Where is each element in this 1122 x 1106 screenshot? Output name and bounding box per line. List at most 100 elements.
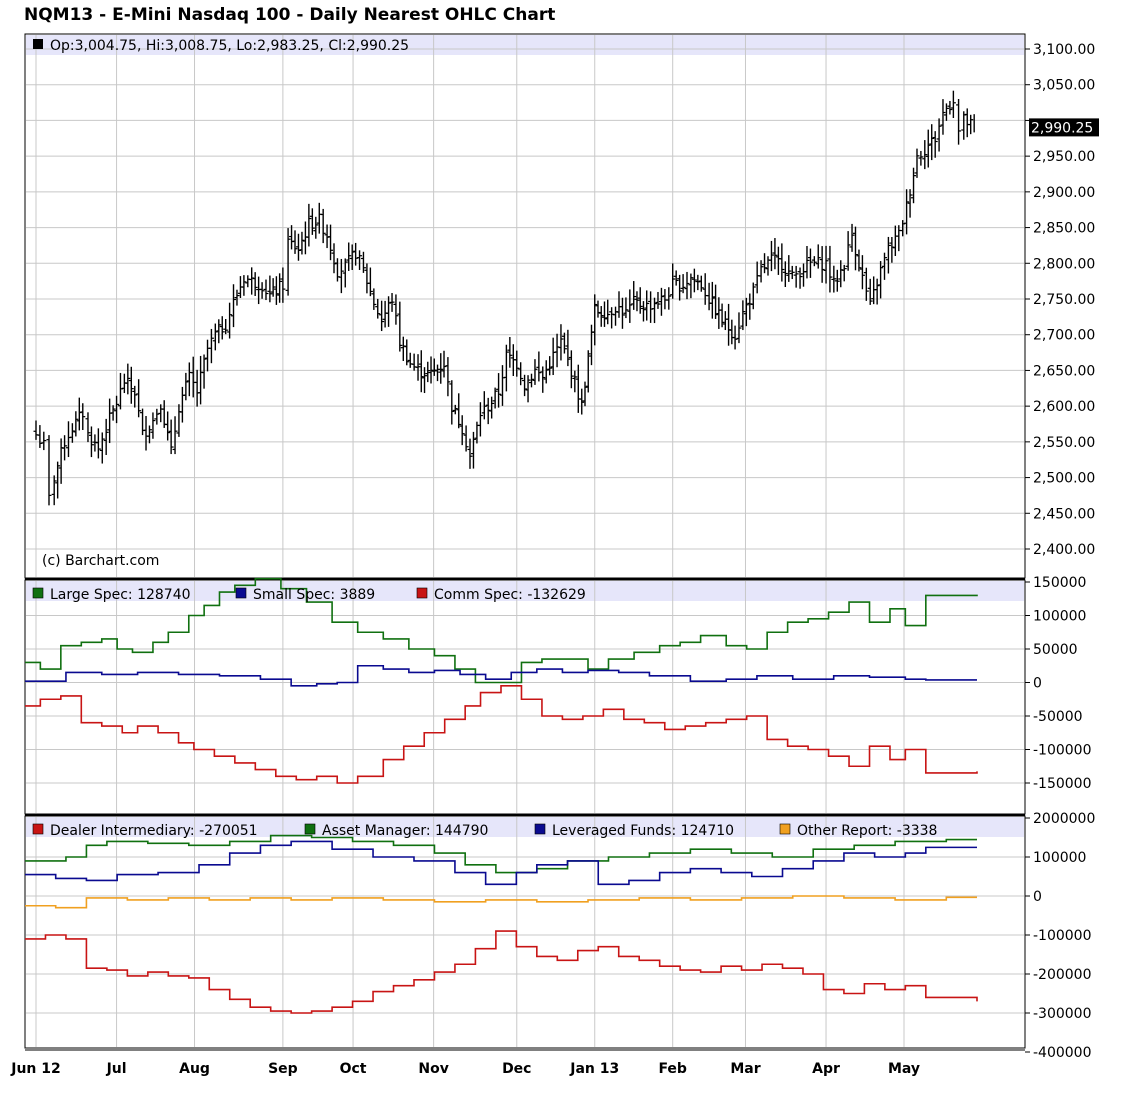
y-tick-label: -400000: [1033, 1045, 1092, 1061]
ohlc-bar: [882, 252, 888, 280]
x-tick-label: Jul: [106, 1061, 127, 1077]
ohlc-bar: [793, 265, 799, 288]
ohlc-bar: [357, 250, 363, 270]
ohlc-bar: [415, 354, 421, 381]
ohlc-bar: [736, 312, 742, 344]
ohlc-bar: [69, 423, 75, 443]
ohlc-bar: [831, 265, 837, 293]
ohlc-bar: [470, 431, 476, 469]
ohlc-bar: [125, 363, 131, 395]
ohlc-bar: [532, 359, 538, 385]
ohlc-bar: [331, 243, 337, 274]
ohlc-bar: [623, 297, 629, 319]
ohlc-bar: [522, 374, 528, 397]
ohlc-bar: [670, 263, 676, 299]
y-tick-label: -150000: [1033, 776, 1092, 792]
x-tick-label: Mar: [730, 1061, 760, 1077]
legend-band-2: [26, 581, 1024, 601]
ohlc-bar: [856, 249, 862, 272]
ohlc-bar: [547, 356, 553, 376]
ohlc-bar: [804, 245, 810, 279]
ohlc-bar: [360, 251, 366, 273]
ohlc-bar: [165, 411, 171, 441]
ohlc-bar: [404, 339, 410, 366]
ohlc-bar: [827, 245, 833, 293]
cot-legend-label: Comm Spec: -132629: [434, 587, 586, 603]
ohlc-bar: [428, 356, 434, 384]
ohlc-bar: [51, 475, 57, 506]
ohlc-bar: [393, 294, 399, 325]
disagg-legend-marker: [534, 823, 546, 835]
ohlc-bar: [719, 303, 725, 328]
ohlc-bar: [579, 388, 585, 415]
ohlc-bar: [492, 387, 498, 409]
disagg-legend-label: Leveraged Funds: 124710: [552, 823, 734, 839]
ohlc-bar: [386, 296, 392, 327]
ohlc-bar: [874, 278, 880, 305]
ohlc-bar: [878, 261, 884, 299]
ohlc-bar: [55, 461, 61, 499]
ohlc-bar: [598, 306, 604, 327]
ohlc-bar: [320, 208, 326, 244]
y-tick-label: 2,950.00: [1033, 149, 1095, 165]
y-tick-label: 100000: [1033, 609, 1086, 625]
cot-legend-marker: [32, 587, 44, 599]
panel-frame-3: [24, 815, 1026, 1049]
disagg-layer: [25, 834, 978, 1014]
ohlc-bar: [529, 373, 535, 388]
ohlc-bar: [80, 403, 86, 431]
ohlc-bar: [397, 301, 403, 352]
ohlc-bar: [168, 419, 174, 455]
legend-layer: Op:3,004.75, Hi:3,008.75, Lo:2,983.25, C…: [32, 38, 937, 839]
ohlc-bar: [779, 243, 785, 282]
ohlc-bar: [227, 302, 233, 339]
ohlc-bar: [644, 290, 650, 321]
x-tick-label: Nov: [418, 1061, 448, 1077]
ohlc-bar: [789, 265, 795, 280]
ohlc-bar: [695, 274, 701, 291]
ohlc-bar: [62, 435, 68, 461]
ohlc-bar: [267, 275, 273, 303]
x-tick-label: Apr: [812, 1061, 840, 1077]
ohlc-bar: [445, 357, 451, 397]
ohlc-bar: [852, 226, 858, 271]
disagg-series-asset-manager: [25, 834, 977, 874]
ohlc-bar: [46, 435, 52, 506]
y-tick-label: -100000: [1033, 743, 1092, 759]
grid-layer: [24, 33, 1026, 1049]
ohlc-bar: [219, 316, 225, 340]
ohlc-bar: [936, 118, 942, 152]
x-tick-label: Dec: [502, 1061, 531, 1077]
cot-series-comm-spec: [25, 685, 978, 784]
ohlc-bar: [518, 362, 524, 386]
ohlc-bar: [713, 284, 719, 319]
ohlc-bar: [572, 370, 578, 393]
ohlc-bar: [558, 324, 564, 361]
ohlc-bar: [940, 99, 946, 135]
ohlc-bar: [389, 293, 395, 312]
x-tick-label: Jun 12: [10, 1061, 61, 1077]
legend-band-1: [26, 35, 1024, 55]
ohlc-bar: [477, 402, 483, 437]
ohlc-bar: [743, 297, 749, 327]
last-price-label: 2,990.25: [1031, 120, 1093, 136]
disagg-legend-marker: [32, 823, 44, 835]
ohlc-bar: [673, 270, 679, 286]
ohlc-bar: [338, 258, 344, 294]
y-tick-label: 2,900.00: [1033, 185, 1095, 201]
ohlc-bar: [481, 391, 487, 420]
ohlc-bar: [885, 236, 891, 274]
ohlc-bar: [691, 268, 697, 293]
ohlc-bar: [263, 279, 269, 301]
ohlc-bar: [496, 373, 502, 408]
y-tick-label: 2,400.00: [1033, 542, 1095, 558]
ohlc-bar: [172, 416, 178, 455]
x-tick-label: Jan 13: [569, 1061, 619, 1077]
disagg-series-dealer-intermediary: [25, 930, 978, 1014]
ohlc-bar: [634, 291, 640, 312]
y-tick-label: 3,050.00: [1033, 78, 1095, 94]
ohlc-bar: [295, 233, 301, 261]
ohlc-bar: [95, 428, 101, 459]
y-tick-label: 2,800.00: [1033, 256, 1095, 272]
